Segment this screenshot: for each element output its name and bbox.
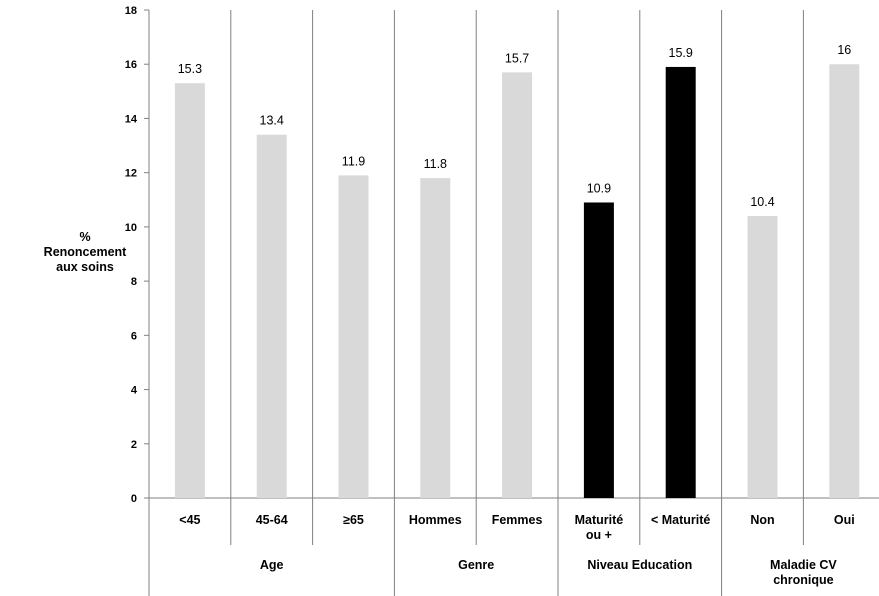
bar <box>174 83 205 498</box>
bars <box>174 64 860 499</box>
y-tick-label: 18 <box>125 5 137 17</box>
x-category-label: Non <box>750 513 774 527</box>
y-tick-label: 4 <box>131 385 138 397</box>
x-group-label: Maladie CV chronique <box>770 558 837 587</box>
y-tick-label: 10 <box>125 222 137 234</box>
bar-value-label: 10.4 <box>750 195 774 209</box>
y-tick-label: 12 <box>125 168 137 180</box>
bar-value-label: 15.9 <box>669 46 693 60</box>
x-category-label: Maturité ou + <box>575 513 624 542</box>
x-category-label: Oui <box>834 513 855 527</box>
y-tick-label: 6 <box>131 330 137 342</box>
bar <box>747 216 778 499</box>
x-group-label: Genre <box>458 558 494 572</box>
y-tick-label: 8 <box>131 276 137 288</box>
y-tick-label: 14 <box>125 113 138 125</box>
bar-value-label: 11.8 <box>424 157 447 171</box>
category-separators <box>148 10 804 596</box>
bar-value-label: 10.9 <box>587 181 611 195</box>
bar <box>583 202 614 498</box>
bar-value-label: 15.3 <box>178 62 202 76</box>
bar <box>338 175 369 498</box>
x-category-label: Hommes <box>409 513 462 527</box>
bar <box>829 64 860 498</box>
x-category-label: 45-64 <box>256 513 288 527</box>
bar <box>420 178 451 499</box>
x-category-label: ≥65 <box>343 513 364 527</box>
x-axis-groups: Age Genre Niveau Education Maladie CV chroni… <box>260 558 838 587</box>
x-category-label: < Maturité <box>651 513 710 527</box>
bar <box>665 66 696 498</box>
bar-value-label: 13.4 <box>260 114 284 128</box>
bar <box>256 134 287 498</box>
y-tick-label: 0 <box>131 493 137 505</box>
value-labels: 15.3 13.4 11.9 11.8 15.7 10.9 15.9 10.4 16 <box>178 43 852 209</box>
x-group-label: Niveau Education <box>587 558 692 572</box>
x-category-label: Femmes <box>492 513 543 527</box>
bar-value-label: 11.9 <box>342 154 365 168</box>
x-axis-categories: <45 45-64 ≥65 Hommes Femmes Maturité ou + < Mat… <box>179 513 854 542</box>
y-tick-label: 16 <box>125 59 137 71</box>
x-category-label: <45 <box>179 513 200 527</box>
y-tick-label: 2 <box>131 439 137 451</box>
x-group-label: Age <box>260 558 284 572</box>
y-axis-title: % Renoncement aux soins <box>44 230 127 274</box>
bar-value-label: 16 <box>837 43 851 57</box>
bar-value-label: 15.7 <box>505 51 529 65</box>
y-axis-label: % Renoncement aux soins <box>44 230 127 274</box>
bar <box>502 72 533 498</box>
